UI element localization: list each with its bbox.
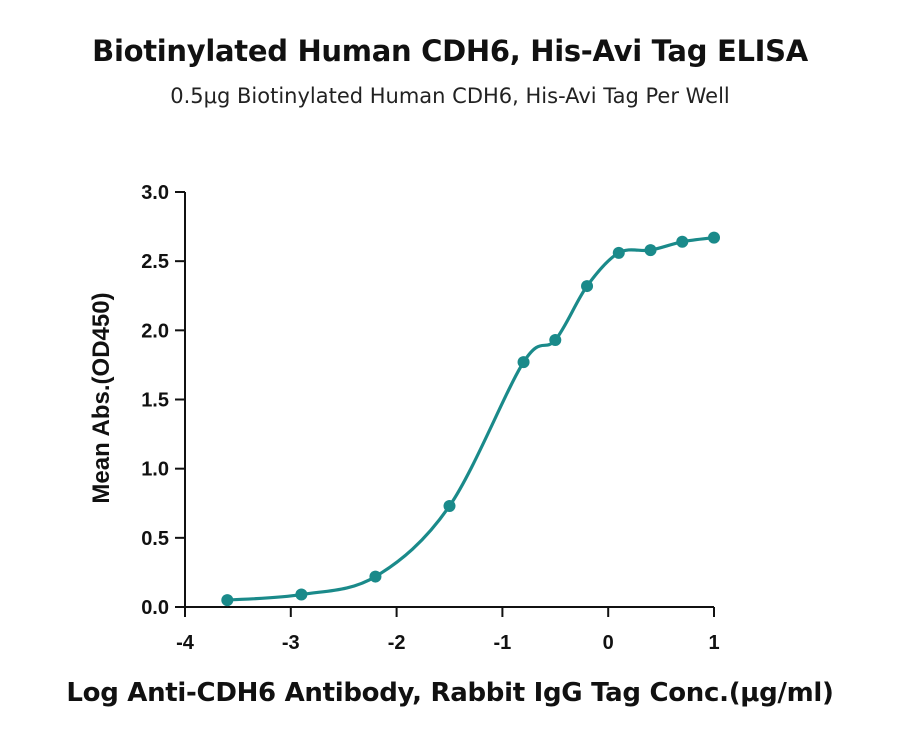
y-tick-label: 2.0 — [141, 320, 169, 342]
data-point — [443, 500, 456, 513]
data-point — [644, 244, 657, 257]
y-tick-label: 0.0 — [141, 597, 169, 619]
x-tick-label: -3 — [282, 632, 300, 654]
data-point — [612, 246, 625, 259]
fit-curve-layer — [227, 236, 715, 602]
x-tick-label: -1 — [494, 632, 512, 654]
data-point — [517, 356, 530, 369]
y-tick-label: 1.5 — [141, 390, 169, 412]
y-axis-label: Mean Abs.(OD450) — [88, 292, 115, 503]
data-point — [676, 235, 689, 248]
x-tick-label: -4 — [176, 632, 195, 654]
data-point — [581, 280, 594, 293]
data-points-layer — [221, 231, 720, 607]
axes: 0.0 0.5 1.0 1.5 2.0 2.5 3.0 -4 -3 -2 -1 0 1 — [141, 182, 719, 654]
chart-subtitle: 0.5μg Biotinylated Human CDH6, His-Avi T… — [170, 84, 730, 108]
x-tick-label: 0 — [603, 632, 614, 654]
x-tick-label: -2 — [388, 632, 406, 654]
x-axis-label: Log Anti-CDH6 Antibody, Rabbit IgG Tag C… — [66, 678, 834, 708]
y-tick-label: 3.0 — [141, 182, 169, 204]
data-point — [369, 570, 382, 583]
chart-title: Biotinylated Human CDH6, His-Avi Tag ELI… — [92, 34, 808, 68]
y-tick-label: 0.5 — [141, 528, 169, 550]
data-point — [221, 594, 234, 607]
x-tick-label: 1 — [708, 632, 719, 654]
fit-curve — [227, 236, 715, 602]
y-tick-label: 1.0 — [141, 459, 169, 481]
data-point — [295, 588, 308, 601]
y-tick-label: 2.5 — [141, 251, 169, 273]
data-point — [549, 334, 562, 347]
data-point — [708, 231, 720, 244]
